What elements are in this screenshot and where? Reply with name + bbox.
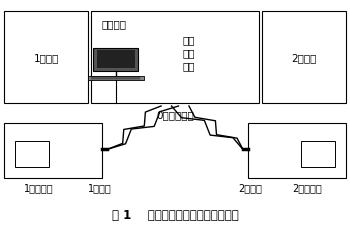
Text: 1号从站: 1号从站 xyxy=(88,182,112,192)
Bar xyxy=(91,12,259,103)
Bar xyxy=(97,51,135,69)
Bar xyxy=(88,76,144,80)
Text: 2号从站: 2号从站 xyxy=(238,182,262,192)
Bar xyxy=(15,142,49,167)
Bar xyxy=(262,12,346,103)
Text: 2号推焦车: 2号推焦车 xyxy=(293,182,322,192)
Bar xyxy=(301,142,335,167)
Bar xyxy=(93,49,138,71)
Bar xyxy=(4,124,102,178)
Text: 2号焦炉: 2号焦炉 xyxy=(291,53,317,63)
Text: 0号主站接收: 0号主站接收 xyxy=(156,109,194,120)
Bar xyxy=(4,12,88,103)
Text: 1号焦炉: 1号焦炉 xyxy=(33,53,59,63)
Text: 推焦
记录
软件: 推焦 记录 软件 xyxy=(183,35,195,71)
Text: 1号推焦车: 1号推焦车 xyxy=(24,182,54,192)
Text: 图 1    焦炉生产管理监控系统示意图: 图 1 焦炉生产管理监控系统示意图 xyxy=(112,208,238,221)
Bar xyxy=(248,124,346,178)
Text: 交换机室: 交换机室 xyxy=(102,19,127,29)
